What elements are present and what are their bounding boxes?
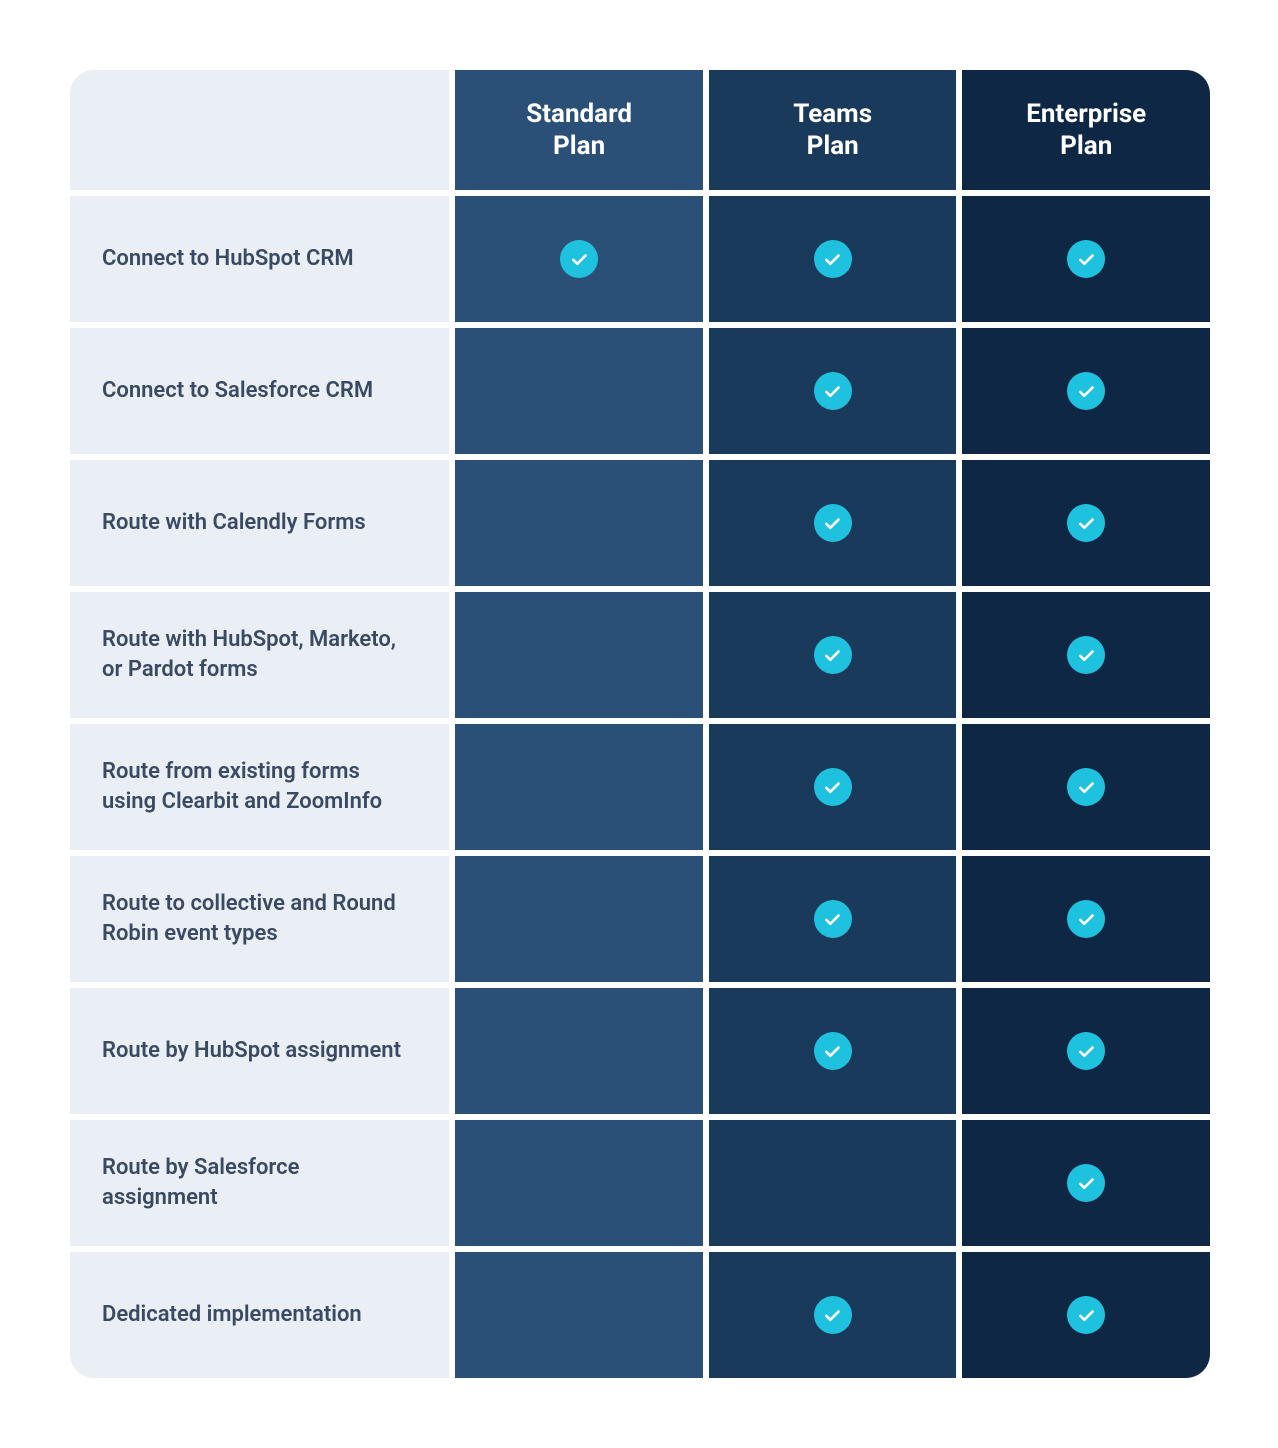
plan-cell-standard (455, 1252, 703, 1378)
check-icon (814, 1032, 852, 1070)
feature-label: Connect to HubSpot CRM (102, 244, 354, 274)
plan-cell-standard (455, 724, 703, 850)
check-icon (1067, 900, 1105, 938)
plan-cell-teams (709, 328, 957, 454)
plan-cell-enterprise (962, 196, 1210, 322)
plan-cell-standard (455, 460, 703, 586)
check-icon (1067, 1296, 1105, 1334)
table-row: Connect to Salesforce CRM (70, 328, 1210, 454)
table-row: Route with HubSpot, Marketo, or Pardot f… (70, 592, 1210, 718)
feature-label: Route from existing forms using Clearbit… (102, 757, 417, 816)
table-row: Dedicated implementation (70, 1252, 1210, 1378)
feature-label: Dedicated implementation (102, 1300, 362, 1330)
plan-cell-teams (709, 856, 957, 982)
feature-label: Route to collective and Round Robin even… (102, 889, 417, 948)
feature-label: Connect to Salesforce CRM (102, 376, 373, 406)
check-icon (814, 636, 852, 674)
plan-cell-teams (709, 460, 957, 586)
plan-cell-teams (709, 1252, 957, 1378)
feature-cell: Route with HubSpot, Marketo, or Pardot f… (70, 592, 449, 718)
check-icon (1067, 372, 1105, 410)
feature-label: Route with Calendly Forms (102, 508, 366, 538)
plan-header-teams: TeamsPlan (709, 70, 957, 190)
check-icon (814, 372, 852, 410)
feature-cell: Route with Calendly Forms (70, 460, 449, 586)
check-icon (1067, 240, 1105, 278)
plan-cell-standard (455, 328, 703, 454)
check-icon (814, 504, 852, 542)
check-icon (1067, 504, 1105, 542)
plan-cell-teams (709, 724, 957, 850)
check-icon (814, 768, 852, 806)
feature-cell: Route by HubSpot assignment (70, 988, 449, 1114)
check-icon (814, 240, 852, 278)
feature-cell: Route by Salesforce assignment (70, 1120, 449, 1246)
plan-cell-teams (709, 196, 957, 322)
plan-cell-enterprise (962, 724, 1210, 850)
plan-cell-enterprise (962, 1120, 1210, 1246)
table-row: Route from existing forms using Clearbit… (70, 724, 1210, 850)
table-header-row: StandardPlan TeamsPlan EnterprisePlan (70, 70, 1210, 190)
plan-cell-enterprise (962, 460, 1210, 586)
plan-cell-standard (455, 856, 703, 982)
plan-cell-enterprise (962, 592, 1210, 718)
plan-cell-enterprise (962, 988, 1210, 1114)
feature-label: Route by Salesforce assignment (102, 1153, 417, 1212)
table-row: Connect to HubSpot CRM (70, 196, 1210, 322)
plan-cell-teams (709, 1120, 957, 1246)
check-icon (1067, 1032, 1105, 1070)
plan-cell-standard (455, 1120, 703, 1246)
feature-cell: Connect to HubSpot CRM (70, 196, 449, 322)
check-icon (814, 1296, 852, 1334)
plan-header-label: EnterprisePlan (1026, 98, 1146, 163)
check-icon (1067, 768, 1105, 806)
plan-header-label: TeamsPlan (793, 98, 872, 163)
table-row: Route to collective and Round Robin even… (70, 856, 1210, 982)
plan-header-standard: StandardPlan (455, 70, 703, 190)
plan-cell-standard (455, 592, 703, 718)
table-row: Route by Salesforce assignment (70, 1120, 1210, 1246)
feature-label: Route by HubSpot assignment (102, 1036, 401, 1066)
check-icon (1067, 636, 1105, 674)
plan-cell-standard (455, 988, 703, 1114)
feature-cell: Connect to Salesforce CRM (70, 328, 449, 454)
check-icon (814, 900, 852, 938)
plan-header-enterprise: EnterprisePlan (962, 70, 1210, 190)
plan-cell-enterprise (962, 856, 1210, 982)
plan-cell-teams (709, 988, 957, 1114)
comparison-table: StandardPlan TeamsPlan EnterprisePlan Conne… (70, 70, 1210, 1378)
check-icon (1067, 1164, 1105, 1202)
feature-cell: Route to collective and Round Robin even… (70, 856, 449, 982)
feature-label: Route with HubSpot, Marketo, or Pardot f… (102, 625, 417, 684)
plan-header-label: StandardPlan (526, 98, 632, 163)
feature-cell: Dedicated implementation (70, 1252, 449, 1378)
corner-cell (70, 70, 449, 190)
plan-cell-standard (455, 196, 703, 322)
feature-cell: Route from existing forms using Clearbit… (70, 724, 449, 850)
plan-cell-enterprise (962, 328, 1210, 454)
table-row: Route by HubSpot assignment (70, 988, 1210, 1114)
table-row: Route with Calendly Forms (70, 460, 1210, 586)
plan-cell-enterprise (962, 1252, 1210, 1378)
plan-cell-teams (709, 592, 957, 718)
check-icon (560, 240, 598, 278)
